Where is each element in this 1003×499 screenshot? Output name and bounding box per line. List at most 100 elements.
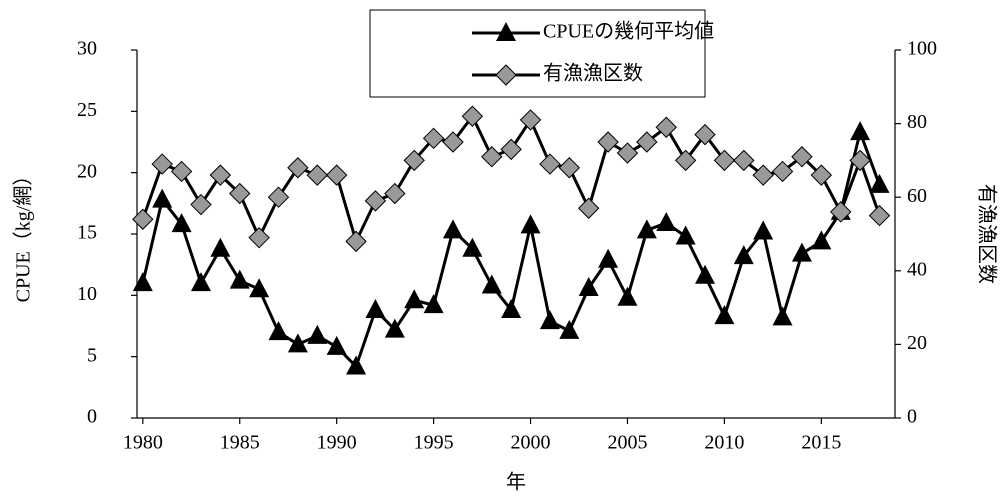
diamond-marker <box>791 146 813 168</box>
diamond-marker <box>694 123 716 146</box>
y2-tick-label: 100 <box>907 38 937 60</box>
triangle-marker <box>384 318 405 338</box>
legend-box <box>369 9 706 98</box>
x-axis-title: 年 <box>506 471 526 494</box>
y-tick-label: 30 <box>77 38 97 60</box>
triangle-marker <box>733 245 754 265</box>
diamond-marker <box>364 190 387 212</box>
triangle-marker <box>869 173 890 193</box>
diamond-marker <box>500 138 522 161</box>
diamond-marker <box>132 208 154 230</box>
diamond-marker <box>849 149 871 172</box>
diamond-marker <box>655 116 677 138</box>
y2-tick-label: 0 <box>907 406 917 428</box>
y2-axis-title: 有漁漁区数 <box>975 184 998 284</box>
diamond-marker <box>384 182 406 205</box>
diamond-marker <box>771 160 794 183</box>
triangle-marker <box>423 294 444 314</box>
triangle-marker <box>501 299 522 319</box>
diamond-marker <box>636 131 658 153</box>
y-tick-label: 10 <box>77 283 97 305</box>
diamond-marker <box>287 157 309 179</box>
y-tick-label: 25 <box>77 99 97 121</box>
triangle-marker <box>326 335 347 355</box>
diamond-marker <box>248 226 270 249</box>
diamond-marker <box>539 153 561 175</box>
diamond-marker <box>461 105 484 127</box>
diamond-marker <box>325 164 348 186</box>
triangle-marker <box>598 248 619 268</box>
x-tick-label: 2015 <box>801 432 841 454</box>
x-tick-label: 1980 <box>123 432 163 454</box>
x-tick-label: 1990 <box>317 432 357 454</box>
diamond-marker <box>577 197 600 219</box>
diamond-marker <box>616 142 639 164</box>
x-tick-label: 2010 <box>704 432 744 454</box>
diamond-marker <box>442 131 464 153</box>
triangle-marker <box>229 269 250 289</box>
y2-tick-label: 40 <box>907 258 927 280</box>
diamond-marker <box>713 149 736 172</box>
y-tick-label: 0 <box>87 406 97 428</box>
triangle-marker <box>249 278 270 298</box>
diamond-marker <box>495 64 517 86</box>
triangle-marker <box>307 324 328 344</box>
y2-tick-label: 80 <box>907 111 927 133</box>
diamond-marker <box>403 149 425 172</box>
diamond-marker <box>752 164 774 186</box>
legend-label: CPUEの幾何平均値 <box>543 20 714 43</box>
triangle-marker <box>656 211 677 231</box>
diamond-marker <box>830 201 852 223</box>
triangle-marker <box>539 310 560 330</box>
x-tick-label: 2005 <box>607 432 647 454</box>
triangle-marker <box>287 333 308 353</box>
triangle-marker <box>462 237 483 257</box>
triangle-marker <box>753 220 774 240</box>
diamond-marker <box>422 127 445 150</box>
diamond-marker <box>190 193 212 216</box>
triangle-marker <box>171 213 192 233</box>
y-tick-label: 15 <box>77 222 97 244</box>
triangle-marker <box>190 272 211 292</box>
y2-tick-label: 20 <box>907 332 927 354</box>
triangle-marker <box>675 225 696 245</box>
triangle-marker <box>617 286 638 306</box>
triangle-marker <box>811 230 832 250</box>
diamond-marker <box>868 204 891 227</box>
diamond-marker <box>674 149 697 172</box>
diamond-marker <box>306 164 328 186</box>
diamond-marker <box>519 109 542 131</box>
diamond-marker <box>209 164 232 186</box>
triangle-marker <box>210 237 231 257</box>
diamond-marker <box>267 186 290 208</box>
legend-label: 有漁漁区数 <box>543 62 643 85</box>
series-line <box>141 127 881 370</box>
diamond-marker <box>597 131 619 153</box>
y-axis-title: CPUE（kg/網） <box>12 166 35 303</box>
y-tick-label: 20 <box>77 160 97 182</box>
triangle-marker <box>152 188 173 208</box>
diamond-marker <box>481 146 503 168</box>
y2-tick-label: 60 <box>907 185 927 207</box>
x-tick-label: 1985 <box>220 432 260 454</box>
triangle-marker <box>346 355 367 375</box>
triangle-marker <box>365 299 386 319</box>
triangle-marker <box>850 121 871 141</box>
triangle-marker <box>496 22 516 41</box>
triangle-marker <box>772 306 793 326</box>
triangle-marker <box>791 242 812 262</box>
diamond-marker <box>558 157 581 179</box>
y-tick-label: 5 <box>87 344 97 366</box>
diamond-marker <box>733 149 755 172</box>
triangle-marker <box>695 264 716 284</box>
triangle-marker <box>481 274 502 294</box>
triangle-marker <box>714 305 735 325</box>
x-tick-label: 2000 <box>511 432 551 454</box>
triangle-marker <box>559 319 580 339</box>
triangle-marker <box>636 219 657 239</box>
diamond-marker <box>810 164 833 186</box>
triangle-marker <box>268 321 289 341</box>
triangle-marker <box>404 289 425 309</box>
triangle-marker <box>132 272 153 292</box>
